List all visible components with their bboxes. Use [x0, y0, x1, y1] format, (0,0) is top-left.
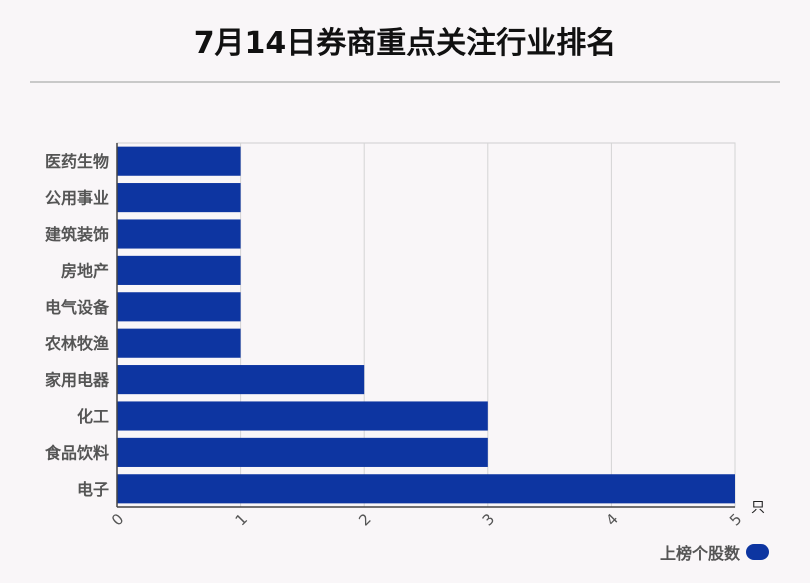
chart-title: 7月14日券商重点关注行业排名: [193, 26, 617, 61]
x-tick-label-3: 3: [479, 510, 498, 529]
category-label-0: 医药生物: [45, 152, 109, 171]
x-tick-label-5: 5: [726, 510, 745, 529]
category-label-8: 食品饮料: [44, 443, 109, 462]
legend-label: 上榜个股数: [659, 544, 740, 563]
category-label-4: 电气设备: [45, 298, 110, 317]
category-label-6: 家用电器: [45, 371, 110, 390]
bar-6: [117, 365, 365, 395]
bar-5: [117, 328, 241, 358]
category-label-9: 电子: [77, 480, 109, 499]
bar-0: [117, 146, 241, 176]
category-label-2: 建筑装饰: [45, 225, 109, 244]
bar-3: [117, 255, 241, 285]
x-tick-label-1: 1: [232, 510, 251, 529]
x-tick-label-4: 4: [602, 510, 621, 529]
title-divider: [30, 81, 780, 83]
bar-9: [117, 474, 735, 504]
category-label-1: 公用事业: [45, 189, 109, 208]
x-axis-unit: 只: [751, 500, 765, 516]
legend-swatch: [746, 544, 769, 560]
bar-4: [117, 292, 241, 322]
category-label-3: 房地产: [61, 261, 109, 280]
x-tick-label-2: 2: [355, 510, 374, 529]
category-label-7: 化工: [77, 407, 109, 426]
x-tick-label-0: 0: [108, 510, 127, 529]
bar-1: [117, 183, 241, 213]
category-label-5: 农林牧渔: [44, 334, 109, 353]
legend[interactable]: 上榜个股数: [660, 540, 769, 564]
bar-7: [117, 401, 488, 431]
bar-8: [117, 437, 488, 467]
bar-2: [117, 219, 241, 249]
